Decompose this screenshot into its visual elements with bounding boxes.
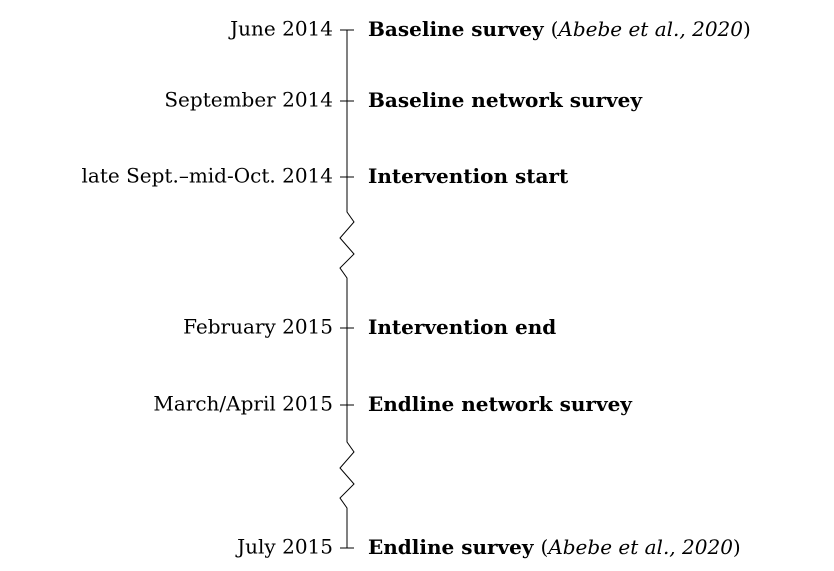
citation-close: ) — [743, 17, 751, 41]
event-date: July 2015 — [235, 535, 333, 559]
event: Intervention end — [368, 315, 556, 339]
event-label: Endline survey — [368, 535, 535, 559]
event: Baseline survey (Abebe et al., 2020) — [368, 17, 751, 41]
event: Endline network survey — [368, 392, 633, 416]
event-date: late Sept.–mid-Oct. 2014 — [82, 164, 333, 188]
event: Baseline network survey — [368, 88, 643, 112]
citation-open: ( — [541, 535, 549, 559]
event-label: Intervention end — [368, 315, 556, 339]
citation: Abebe et al., 2020 — [546, 535, 733, 559]
citation-close: ) — [733, 535, 741, 559]
event-label: Baseline network survey — [368, 88, 643, 112]
event: Endline survey (Abebe et al., 2020) — [368, 535, 741, 559]
event-label: Intervention start — [368, 164, 569, 188]
event-date: September 2014 — [164, 88, 333, 112]
event-label: Endline network survey — [368, 392, 633, 416]
timeline-axis — [339, 30, 355, 548]
citation-open: ( — [551, 17, 559, 41]
event-date: March/April 2015 — [153, 392, 333, 416]
event-label: Baseline survey — [368, 17, 545, 41]
event-date: February 2015 — [183, 315, 333, 339]
citation: Abebe et al., 2020 — [556, 17, 743, 41]
event: Intervention start — [368, 164, 569, 188]
event-date: June 2014 — [228, 17, 333, 41]
